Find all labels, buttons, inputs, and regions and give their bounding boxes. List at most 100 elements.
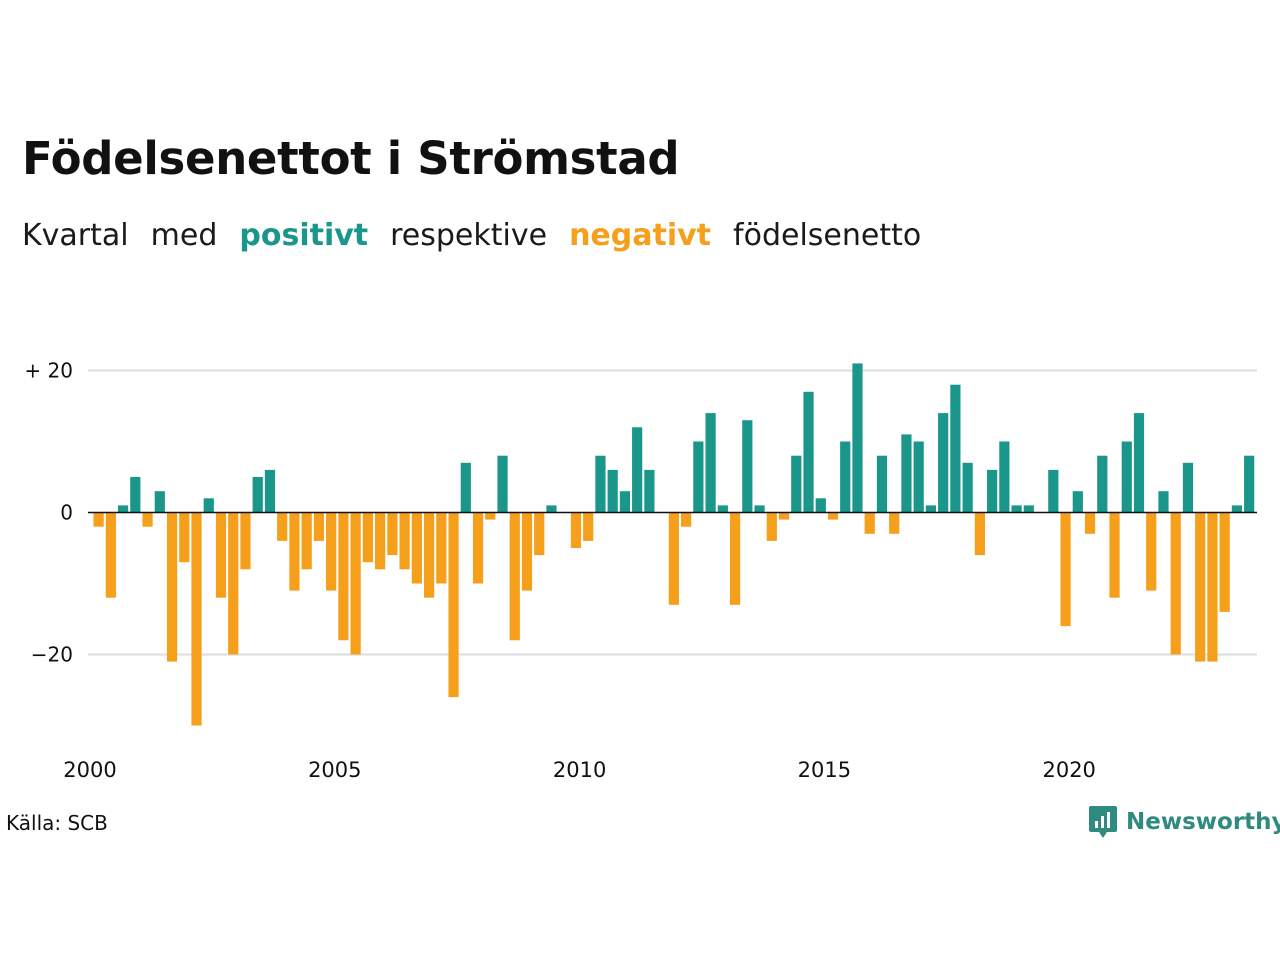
bar xyxy=(191,512,202,726)
bar xyxy=(521,512,533,591)
bar xyxy=(693,441,704,513)
bar xyxy=(778,512,790,520)
bar xyxy=(1170,512,1181,655)
bar xyxy=(962,462,973,513)
bar xyxy=(705,413,716,513)
bars xyxy=(93,363,1255,726)
bar xyxy=(301,512,312,570)
bar xyxy=(203,498,214,513)
bar xyxy=(852,363,863,513)
bar-chart: + 20 0 −20 2000 2005 2010 2015 2020 xyxy=(24,359,1257,782)
bar xyxy=(729,512,741,605)
bar xyxy=(497,455,508,513)
y-tick-label: + 20 xyxy=(24,359,73,383)
bar xyxy=(791,455,802,513)
subtitle-negative-word: negativt xyxy=(569,218,712,253)
bar xyxy=(950,384,961,513)
y-tick-label: −20 xyxy=(31,643,73,667)
bar xyxy=(154,491,165,513)
bar xyxy=(313,512,325,541)
bar xyxy=(827,512,839,520)
bar xyxy=(399,512,410,570)
bar xyxy=(546,505,557,513)
bar xyxy=(362,512,373,563)
subtitle-suffix: födelsenetto xyxy=(733,218,922,253)
bar xyxy=(1097,455,1108,513)
bar xyxy=(338,512,349,641)
bar xyxy=(632,427,643,513)
bar xyxy=(1121,441,1132,513)
bar xyxy=(228,512,239,655)
x-tick-label: 2015 xyxy=(798,758,851,782)
x-tick-label: 2000 xyxy=(63,758,116,782)
newsworthy-logo[interactable]: Newsworthy xyxy=(1088,804,1280,840)
bar xyxy=(411,512,422,584)
bar xyxy=(289,512,300,591)
bar xyxy=(1109,512,1120,598)
x-tick-label: 2020 xyxy=(1042,758,1095,782)
bar xyxy=(766,512,777,541)
bar xyxy=(999,441,1010,513)
bar xyxy=(1158,491,1169,513)
bar xyxy=(840,441,851,513)
bar xyxy=(130,477,141,513)
bar xyxy=(742,420,753,513)
bar xyxy=(901,434,912,513)
bar xyxy=(326,512,337,591)
bar xyxy=(1060,512,1071,627)
bar xyxy=(1023,505,1034,513)
y-tick-label: 0 xyxy=(60,501,73,525)
bar xyxy=(803,391,814,513)
bar xyxy=(889,512,900,534)
bar xyxy=(215,512,227,598)
bar xyxy=(583,512,594,541)
bar xyxy=(485,512,496,520)
bar xyxy=(938,413,949,513)
bar xyxy=(987,469,998,513)
bar xyxy=(668,512,679,605)
bar xyxy=(436,512,447,584)
bar xyxy=(754,505,765,513)
bar xyxy=(117,505,129,513)
bar xyxy=(644,469,655,513)
bar xyxy=(1195,512,1206,662)
bar xyxy=(1146,512,1157,591)
bar xyxy=(1011,505,1022,513)
bar xyxy=(423,512,435,598)
bar xyxy=(1133,413,1145,513)
x-axis-labels: 2000 2005 2010 2015 2020 xyxy=(63,758,1096,782)
subtitle-positive-word: positivt xyxy=(239,218,369,253)
newsworthy-logo-icon xyxy=(1089,806,1117,838)
bar xyxy=(252,477,263,513)
bar xyxy=(876,455,888,513)
bar xyxy=(387,512,398,556)
bar xyxy=(509,512,520,641)
bar xyxy=(240,512,251,570)
bar xyxy=(1207,512,1218,662)
x-tick-label: 2005 xyxy=(308,758,361,782)
bar xyxy=(534,512,545,556)
y-axis-labels: + 20 0 −20 xyxy=(24,359,73,667)
bar xyxy=(166,512,178,662)
bar xyxy=(93,512,104,527)
chart-subtitle: Kvartal med positivt respektive negativt föde… xyxy=(22,218,943,253)
bar xyxy=(264,469,276,513)
bar xyxy=(925,505,937,513)
subtitle-middle: respektive xyxy=(390,218,548,253)
bar xyxy=(717,505,728,513)
bar xyxy=(815,498,826,513)
bar xyxy=(142,512,153,527)
bar xyxy=(1182,462,1194,513)
bar xyxy=(681,512,692,527)
bar xyxy=(350,512,361,655)
bar xyxy=(105,512,116,598)
bar xyxy=(375,512,386,570)
bar xyxy=(1244,455,1255,513)
source-note: Källa: SCB xyxy=(6,811,108,835)
subtitle-prefix: Kvartal xyxy=(22,218,129,253)
chart-title: Födelsenettot i Strömstad xyxy=(22,132,680,185)
x-tick-label: 2010 xyxy=(553,758,606,782)
bar xyxy=(595,455,606,513)
bar xyxy=(448,512,459,698)
bar xyxy=(460,462,471,513)
